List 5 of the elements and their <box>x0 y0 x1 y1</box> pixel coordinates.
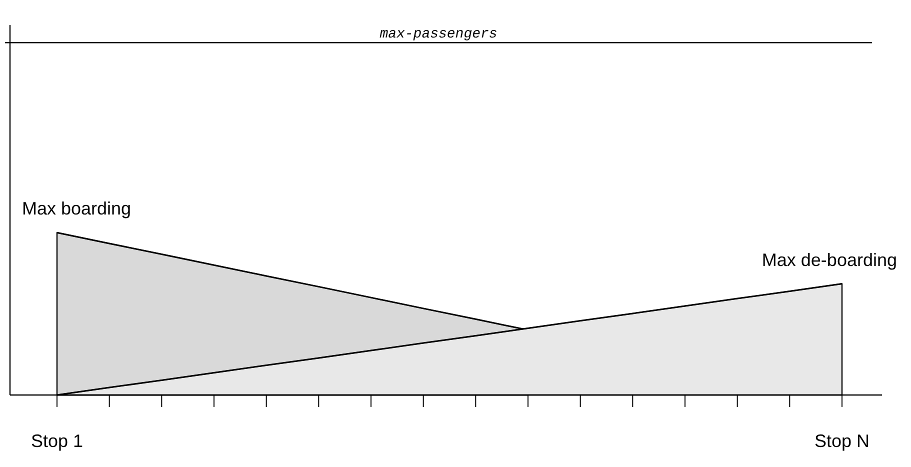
annotation: Max de-boarding <box>762 250 897 270</box>
annotation: Max boarding <box>22 198 132 219</box>
x-tick-label: Stop N <box>814 431 870 451</box>
ref-line-label: max-passengers <box>380 26 498 43</box>
x-tick-label: Stop 1 <box>30 431 84 451</box>
